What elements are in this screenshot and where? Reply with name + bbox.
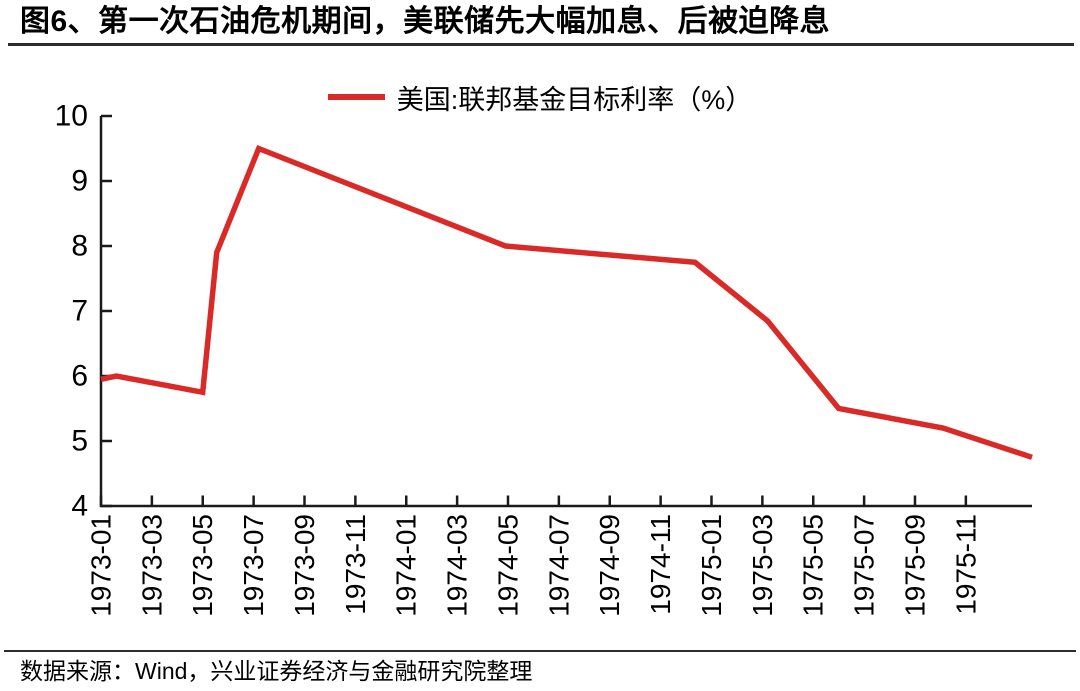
x-tick-label: 1974-07 xyxy=(543,514,574,617)
series-line xyxy=(100,144,1033,460)
x-tick-label: 1973-11 xyxy=(340,514,371,615)
x-tick-label: 1973-03 xyxy=(136,514,167,617)
legend-label: 美国:联邦基金目标利率（%） xyxy=(396,84,753,115)
x-tick-label: 1975-01 xyxy=(696,514,727,617)
x-tick-label: 1974-01 xyxy=(391,514,422,617)
x-tick-label: 1975-09 xyxy=(899,514,930,617)
x-tick-label: 1973-07 xyxy=(238,514,269,617)
x-tick-label: 1975-05 xyxy=(798,514,829,617)
source-note: 数据来源：Wind，兴业证券经济与金融研究院整理 xyxy=(20,658,533,684)
x-tick-label: 1973-01 xyxy=(86,514,117,617)
x-tick-label: 1973-05 xyxy=(187,514,218,617)
y-tick-label: 9 xyxy=(71,165,88,198)
y-tick-label: 6 xyxy=(71,360,88,393)
y-tick-label: 5 xyxy=(71,425,88,458)
x-tick-label: 1975-11 xyxy=(950,514,981,615)
x-tick-label: 1973-09 xyxy=(289,514,320,617)
chart-legend: 美国:联邦基金目标利率（%） xyxy=(0,80,1080,115)
y-tick-label: 8 xyxy=(71,230,88,263)
title-divider xyxy=(8,43,1074,46)
x-tick-label: 1975-03 xyxy=(747,514,778,617)
axes xyxy=(99,116,1032,508)
x-tick-label: 1974-03 xyxy=(442,514,473,617)
x-tick-label: 1974-11 xyxy=(645,514,676,615)
y-tick-label: 4 xyxy=(71,490,88,523)
figure-title: 图6、第一次石油危机期间，美联储先大幅加息、后被迫降息 xyxy=(20,5,831,38)
legend-line-swatch xyxy=(327,94,385,100)
x-tick-label: 1974-05 xyxy=(492,514,523,617)
y-tick-label: 7 xyxy=(71,295,88,328)
x-tick-label: 1975-07 xyxy=(849,514,880,617)
source-divider xyxy=(4,650,1076,652)
x-tick-label: 1974-09 xyxy=(594,514,625,617)
y-tick-label: 10 xyxy=(55,100,88,133)
